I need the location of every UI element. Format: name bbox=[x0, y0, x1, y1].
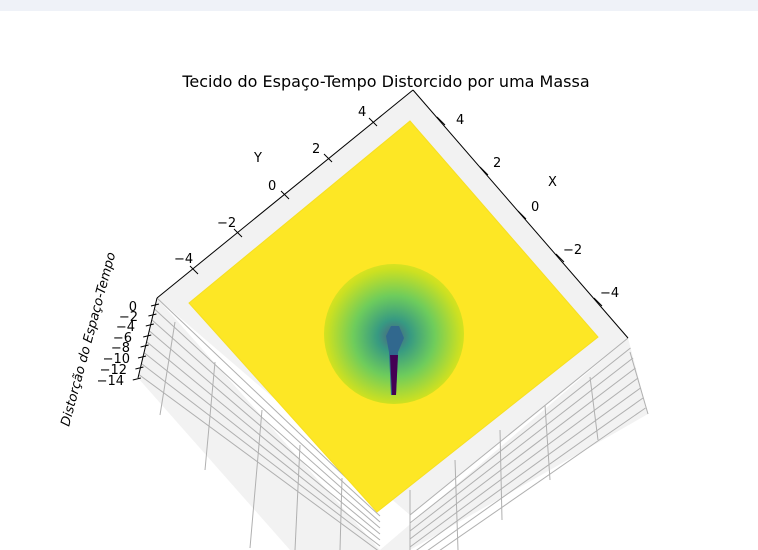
y-tick-mark bbox=[189, 265, 199, 275]
surface bbox=[188, 120, 599, 513]
grid-line bbox=[149, 330, 381, 529]
grid-line bbox=[544, 404, 551, 481]
y-axis-line bbox=[156, 89, 414, 299]
x-tick-mark bbox=[479, 166, 489, 176]
z-tick-label: −4 bbox=[116, 320, 135, 335]
y-axis-label: Y bbox=[253, 151, 262, 166]
z-tick-mark bbox=[148, 313, 157, 317]
grid-line bbox=[409, 377, 639, 548]
z-tick-label: 0 bbox=[129, 300, 137, 315]
x-tick-label: 2 bbox=[493, 156, 501, 171]
grid-line bbox=[499, 429, 503, 521]
z-axis-label: Distorção do Espaço-Tempo bbox=[58, 251, 119, 428]
grid-line bbox=[589, 376, 599, 441]
z-tick-mark bbox=[145, 323, 154, 327]
grid-line bbox=[151, 319, 381, 523]
x-tick-mark bbox=[555, 253, 565, 263]
z-tick-label: −2 bbox=[119, 310, 138, 325]
grid-line bbox=[409, 337, 629, 516]
grid-line bbox=[154, 308, 381, 517]
z-tick-mark bbox=[132, 377, 141, 381]
x-tick-mark bbox=[593, 297, 603, 307]
chart-title: Tecido do Espaço-Tempo Distorcido por um… bbox=[181, 72, 589, 91]
grid-line bbox=[629, 351, 649, 415]
z-tick-label: −10 bbox=[103, 352, 130, 367]
right-side-pane bbox=[380, 338, 648, 550]
y-tick-label: −4 bbox=[174, 252, 193, 267]
grid-line bbox=[439, 407, 646, 550]
z-tick-label: −14 bbox=[97, 374, 124, 389]
y-tick-mark bbox=[233, 228, 243, 238]
grid-line bbox=[139, 374, 379, 550]
y-tick-labels: 4 2 0 −2 −4 bbox=[174, 105, 366, 267]
grid-line bbox=[141, 363, 381, 547]
grid-line bbox=[427, 397, 644, 550]
x-tick-mark bbox=[436, 116, 446, 126]
x-tick-mark bbox=[517, 210, 527, 220]
z-tick-labels: 0 −2 −4 −6 −8 −10 −12 −14 bbox=[97, 300, 138, 389]
grid-line bbox=[409, 347, 631, 524]
grid-line bbox=[144, 352, 381, 541]
grid-lines bbox=[139, 297, 649, 550]
top-bar bbox=[0, 0, 758, 11]
grid-line bbox=[416, 387, 641, 550]
x-tick-label: 4 bbox=[456, 113, 464, 128]
y-tick-mark bbox=[280, 190, 290, 200]
x-tick-label: −2 bbox=[563, 243, 582, 258]
z-tick-mark bbox=[135, 366, 144, 370]
z-tick-label: −8 bbox=[111, 341, 130, 356]
grid-line bbox=[146, 341, 381, 535]
z-axis-line bbox=[137, 297, 158, 379]
tick-marks bbox=[132, 116, 603, 381]
z-tick-label: −12 bbox=[100, 363, 127, 378]
y-tick-mark bbox=[323, 153, 333, 163]
x-axis-label: X bbox=[548, 175, 557, 190]
z-tick-mark bbox=[143, 334, 152, 338]
grid-line bbox=[249, 409, 263, 549]
z-tick-mark bbox=[140, 344, 149, 348]
z-tick-label: −6 bbox=[113, 331, 132, 346]
grid-line bbox=[339, 477, 343, 550]
z-tick-mark bbox=[137, 355, 147, 359]
y-tick-label: 2 bbox=[312, 142, 320, 157]
x-tick-label: 0 bbox=[531, 200, 539, 215]
y-tick-label: 4 bbox=[358, 105, 366, 120]
grid-line bbox=[409, 357, 634, 532]
x-tick-label: −4 bbox=[600, 286, 619, 301]
y-tick-label: 0 bbox=[268, 179, 276, 194]
surface-spike-core bbox=[390, 355, 398, 395]
grid-line bbox=[409, 367, 636, 540]
grid-line bbox=[454, 459, 459, 550]
y-tick-label: −2 bbox=[217, 216, 236, 231]
x-tick-labels: 4 2 0 −2 −4 bbox=[456, 113, 619, 301]
grid-line bbox=[294, 444, 301, 550]
y-tick-mark bbox=[368, 117, 378, 127]
z-tick-mark bbox=[150, 303, 160, 307]
